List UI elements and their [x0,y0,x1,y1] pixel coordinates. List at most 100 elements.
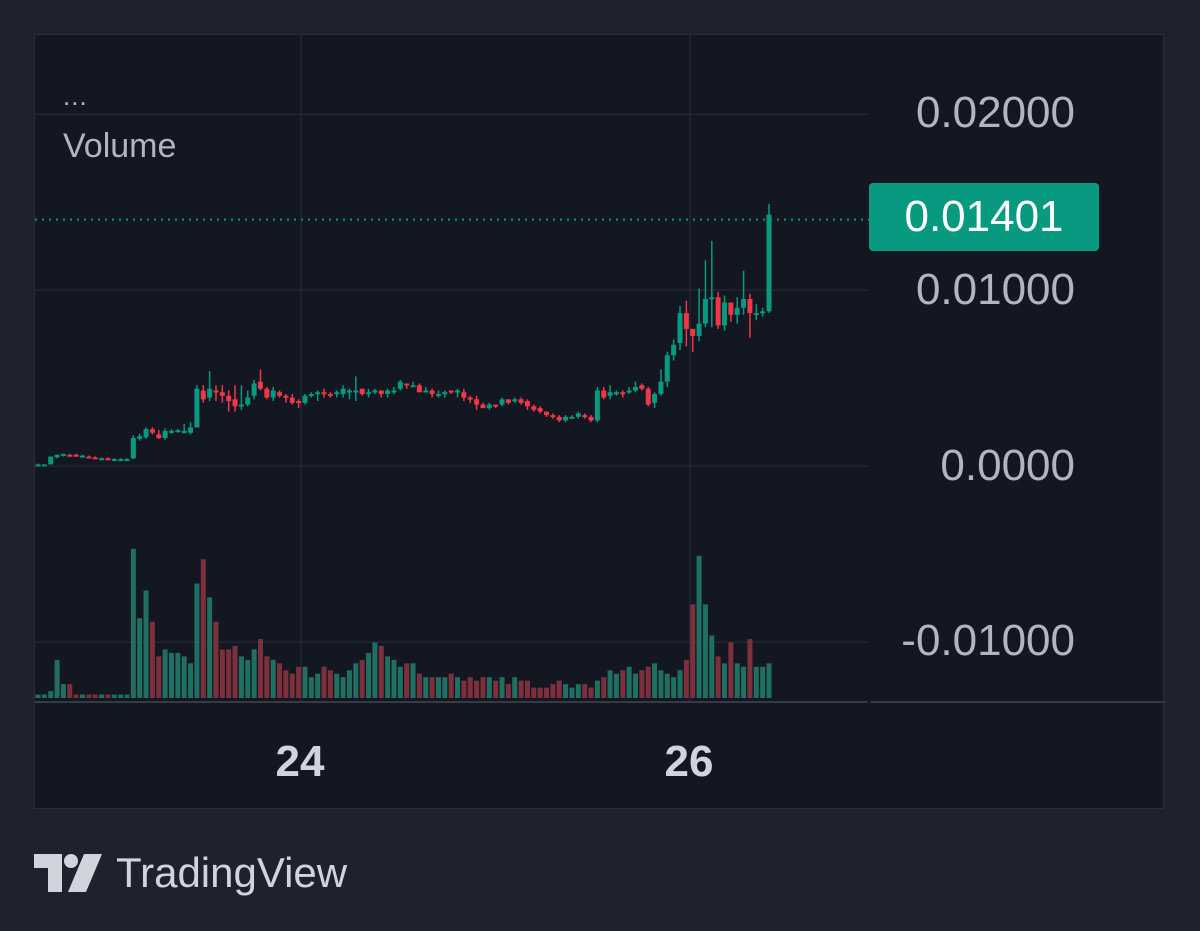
candle-body [346,390,352,393]
volume-bar [455,677,461,698]
candle-body [613,392,619,395]
candle-body [461,392,467,398]
volume-bar [423,677,429,698]
volume-bar [563,684,569,698]
candle-body [48,456,54,465]
volume-bar [251,649,257,698]
volume-bar [156,656,162,698]
volume-bar [404,663,410,698]
volume-bar [353,663,359,698]
candle-body [658,381,664,395]
candle-body [435,394,441,397]
chart-canvas[interactable] [35,35,1165,810]
volume-bar [48,691,54,698]
candle-body [219,392,225,396]
candle-body [696,323,702,336]
candle-body [99,458,105,461]
volume-bar [188,663,194,698]
candle-body [671,344,677,356]
volume-bar [760,666,766,698]
volume-bar [607,670,613,698]
volume-bar [366,652,372,698]
candle-body [168,430,174,433]
candle-body [181,430,187,433]
candle-body [410,385,416,388]
candle-body [385,390,391,395]
candle-body [486,404,492,409]
candle-body [321,392,327,395]
volume-bar [226,649,232,698]
volume-bar [118,694,124,698]
chart-widget[interactable]: ... Volume 0.02000 0.01000 0.0000 -0.010… [34,34,1165,810]
candle-body [340,388,346,395]
volume-bar [690,604,696,698]
volume-bar [620,670,626,698]
candle-body [594,390,600,421]
tradingview-branding[interactable]: TradingView [34,848,347,898]
candle-body [277,392,283,396]
volume-bar [79,694,85,698]
candle-body [442,392,448,395]
candle-body [480,404,486,409]
candle-body [60,453,66,456]
candle-body [302,395,308,403]
candle-body [149,429,155,433]
candle-body [474,399,480,405]
indicator-dots[interactable]: ... [63,81,88,111]
candle-body [709,297,715,300]
volume-bar [531,687,537,698]
volume-bar [315,673,321,698]
volume-bar [149,621,155,698]
candle-body [652,394,658,403]
volume-bar [671,677,677,698]
candle-body [194,388,200,428]
volume-bar [130,548,136,698]
candle-body [664,355,670,382]
volume-bar [524,680,530,698]
candle-body [73,454,79,457]
volume-bar [544,687,550,698]
volume-bar [111,694,117,698]
candle-body [645,388,651,405]
candle-body [505,399,511,403]
volume-bar [54,659,60,698]
candle-body [766,214,772,312]
candle-body [639,385,645,389]
volume-bar [410,663,416,698]
candle-body [105,458,111,461]
volume-bar [137,618,143,698]
volume-bar [99,694,105,698]
volume-bar [385,656,391,698]
y-tick-label: 0.0000 [940,441,1075,490]
volume-bar [429,677,435,698]
volume-bar [537,687,543,698]
volume-bar [245,659,251,698]
tradingview-wordmark: TradingView [116,849,348,896]
candle-body [264,388,270,398]
candle-body [397,381,403,389]
candle-body [493,404,499,407]
candle-body [423,390,429,393]
candle-body [416,385,422,393]
volume-bar [200,559,206,698]
volume-legend-label[interactable]: Volume [63,127,177,165]
candle-body [359,388,365,395]
volume-bar [289,673,295,698]
candle-body [702,298,708,324]
volume-bar [677,670,683,698]
volume-bar [232,645,238,698]
volume-bar [512,677,518,698]
volume-bar [340,677,346,698]
candle-body [550,415,556,418]
candle-body [308,394,314,397]
volume-bar [378,645,384,698]
volume-bar [493,680,499,698]
volume-bar [569,687,575,698]
volume-bar [308,677,314,698]
candle-body [448,390,454,393]
volume-bar [124,694,130,698]
candle-body [607,392,613,396]
volume-bar [92,694,98,698]
candle-body [245,397,251,405]
candle-body [544,411,550,416]
